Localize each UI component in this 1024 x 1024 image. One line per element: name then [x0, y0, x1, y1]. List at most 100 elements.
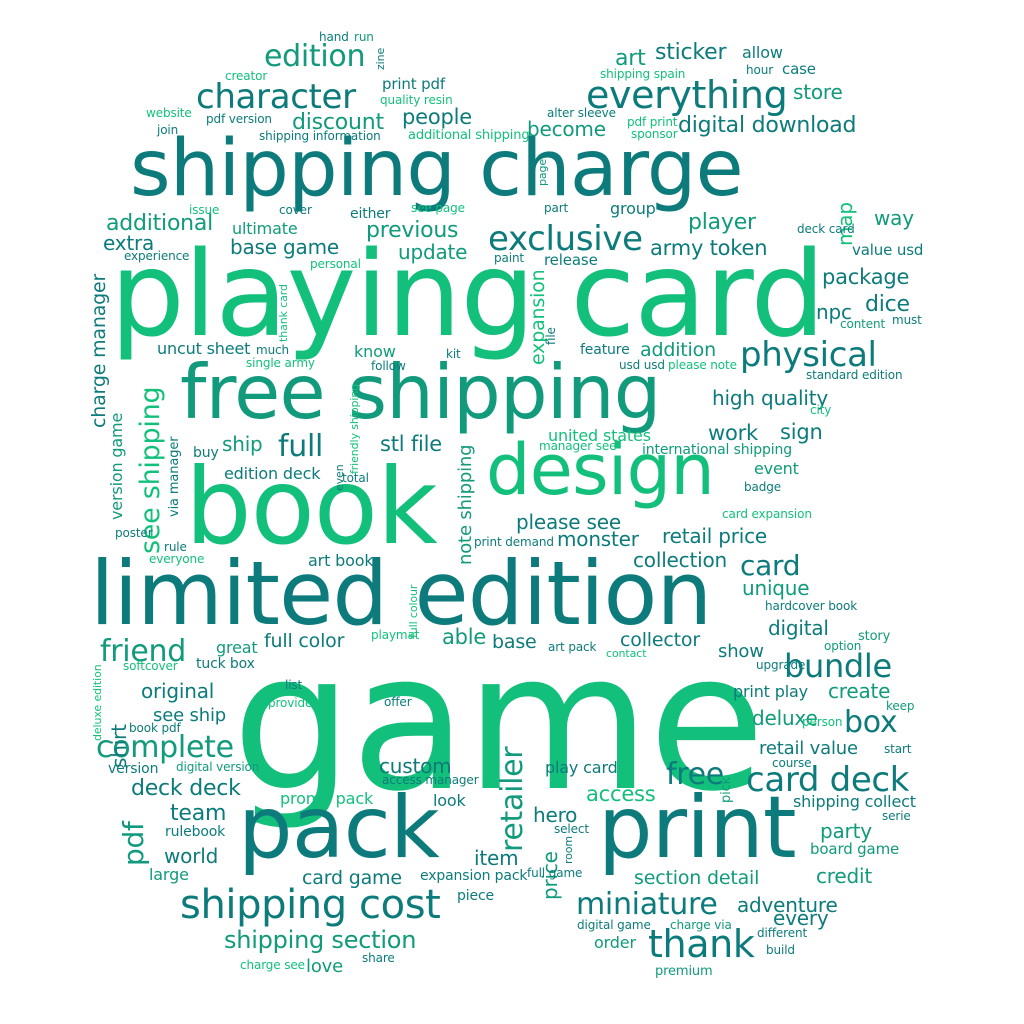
- word-ultimate: ultimate: [232, 219, 298, 238]
- word-tuck-box: tuck box: [196, 656, 255, 672]
- word-book: book: [185, 446, 438, 568]
- word-print: print: [598, 778, 797, 878]
- word-softcover: softcover: [123, 659, 178, 673]
- word-international-shipping: international shipping: [642, 442, 792, 458]
- word-case: case: [782, 60, 816, 78]
- word-build: build: [766, 943, 795, 957]
- word-event: event: [754, 459, 799, 478]
- word-uncut-sheet: uncut sheet: [157, 339, 251, 358]
- word-offer: offer: [384, 695, 412, 709]
- word-share: share: [362, 951, 395, 965]
- word-zine: zine: [374, 47, 387, 70]
- word-provide: provide: [268, 696, 313, 710]
- word-hour: hour: [746, 63, 774, 77]
- word-contact: contact: [606, 647, 647, 660]
- word-expansion: expansion: [527, 269, 549, 365]
- word-playmat: playmat: [371, 628, 420, 642]
- word-limited-edition: limited edition: [90, 542, 712, 645]
- word-section-detail: section detail: [634, 867, 760, 889]
- word-know: know: [354, 342, 396, 361]
- word-standard-edition: standard edition: [806, 368, 903, 382]
- word-see-ship: see ship: [153, 705, 227, 726]
- word-deck-card: deck card: [797, 222, 855, 236]
- word-kit: kit: [446, 347, 461, 361]
- word-shipping-charge: shipping charge: [130, 124, 744, 214]
- word-person: person: [802, 715, 843, 729]
- word-friend: friend: [100, 634, 186, 669]
- word-card-deck: card deck: [746, 760, 910, 800]
- word-package: package: [822, 265, 910, 289]
- word-digital-version: digital version: [176, 760, 260, 774]
- word-keep: keep: [886, 699, 915, 713]
- word-content: content: [840, 317, 886, 331]
- word-hero: hero: [533, 803, 578, 827]
- word-story: story: [858, 629, 891, 644]
- word-art-pack: art pack: [548, 640, 597, 654]
- word-value-usd: value usd: [852, 241, 924, 259]
- word-file: file: [544, 327, 558, 345]
- word-player: player: [688, 210, 756, 235]
- word-pick: pick: [719, 776, 734, 803]
- word-part: part: [544, 201, 569, 215]
- word-version-game: version game: [107, 412, 126, 520]
- word-world: world: [164, 844, 219, 868]
- word-shipping-cost: shipping cost: [180, 882, 441, 928]
- word-please-note: please note: [668, 358, 737, 372]
- word-version: version: [108, 761, 159, 777]
- word-option: option: [824, 639, 862, 653]
- word-physical: physical: [740, 335, 877, 375]
- word-single-army: single army: [246, 356, 315, 370]
- word-edition: edition: [264, 39, 366, 74]
- word-board-game: board game: [810, 840, 900, 858]
- word-access: access: [586, 782, 656, 806]
- word-see-page: see page: [411, 201, 465, 215]
- word-either: either: [350, 206, 391, 222]
- word-print-play: print play: [733, 682, 808, 701]
- word-personal: personal: [310, 257, 361, 271]
- word-item: item: [474, 846, 519, 870]
- word-page: page: [536, 158, 549, 186]
- word-discount: discount: [292, 110, 384, 135]
- word-base: base: [492, 631, 537, 653]
- word-play-card: play card: [545, 758, 618, 777]
- word-able: able: [442, 625, 487, 649]
- word-retail-value: retail value: [759, 738, 858, 759]
- word-way: way: [874, 206, 914, 230]
- word-every: every: [773, 906, 829, 930]
- word-monster: monster: [557, 527, 639, 551]
- word-miniature: miniature: [576, 887, 718, 922]
- word-party: party: [820, 819, 872, 843]
- word-experience: experience: [124, 249, 190, 263]
- word-stl-file: stl file: [380, 432, 442, 456]
- word-full-game: full game: [527, 866, 583, 880]
- word-sign: sign: [780, 420, 823, 444]
- word-free: free: [666, 757, 724, 792]
- word-collector: collector: [620, 629, 700, 651]
- word-additional: additional: [106, 211, 214, 236]
- word-serie: serie: [882, 809, 911, 823]
- word-free-shipping: free shipping: [180, 348, 661, 436]
- word-card-game: card game: [302, 867, 402, 889]
- word-creator: creator: [225, 69, 268, 83]
- word-charge-see: charge see: [240, 958, 305, 972]
- word-everything: everything: [586, 73, 788, 117]
- word-usd-usd: usd usd: [619, 358, 665, 372]
- word-manager-see: manager see: [539, 439, 617, 453]
- word-sponsor: sponsor: [631, 127, 678, 141]
- word-full: full: [278, 429, 324, 464]
- word-base-game: base game: [230, 235, 339, 259]
- word-unique: unique: [742, 576, 810, 600]
- word-feature: feature: [580, 342, 630, 358]
- word-expansion-pack: expansion pack: [420, 868, 528, 884]
- word-print-demand: print demand: [474, 535, 554, 549]
- word-much: much: [256, 343, 290, 357]
- word-exclusive: exclusive: [488, 219, 643, 259]
- word-custom: custom: [379, 754, 452, 778]
- word-deck-deck: deck deck: [131, 776, 241, 801]
- word-large: large: [149, 865, 189, 884]
- word-card-expansion: card expansion: [722, 507, 812, 521]
- word-ship: ship: [222, 432, 263, 456]
- word-look: look: [433, 791, 466, 810]
- word-total: total: [342, 471, 369, 485]
